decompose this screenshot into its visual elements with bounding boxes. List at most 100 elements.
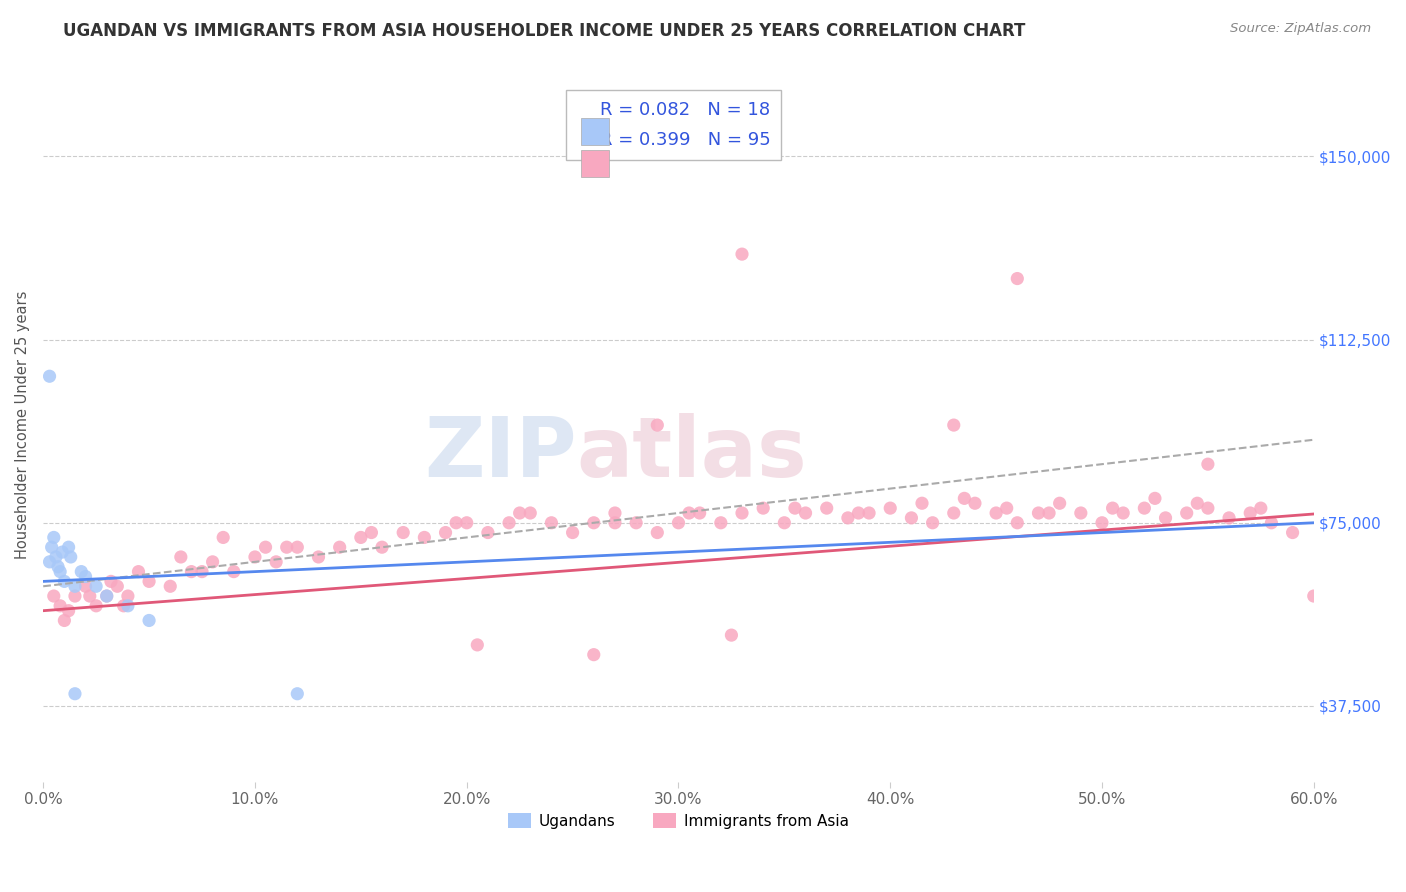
Text: Source: ZipAtlas.com: Source: ZipAtlas.com xyxy=(1230,22,1371,36)
Point xyxy=(689,506,711,520)
Point xyxy=(243,549,266,564)
Point xyxy=(79,589,101,603)
Point xyxy=(371,540,394,554)
Text: atlas: atlas xyxy=(576,413,807,494)
Point xyxy=(963,496,986,510)
Point xyxy=(212,531,235,545)
Point xyxy=(413,531,436,545)
Point xyxy=(58,540,80,554)
Point xyxy=(624,516,647,530)
Point xyxy=(720,628,742,642)
Point xyxy=(350,531,373,545)
Point xyxy=(264,555,287,569)
Point xyxy=(561,525,583,540)
Point xyxy=(879,501,901,516)
Point xyxy=(360,525,382,540)
Point xyxy=(329,540,352,554)
Point xyxy=(117,589,139,603)
Point xyxy=(498,516,520,530)
Point xyxy=(1239,506,1261,520)
FancyBboxPatch shape xyxy=(581,118,609,145)
Point xyxy=(1091,516,1114,530)
Point xyxy=(308,549,330,564)
Point xyxy=(1154,511,1177,525)
Point xyxy=(285,687,308,701)
Point xyxy=(100,574,122,589)
Point xyxy=(53,614,76,628)
Point xyxy=(170,549,193,564)
Point xyxy=(911,496,934,510)
Point xyxy=(191,565,214,579)
Point xyxy=(731,247,754,261)
Point xyxy=(222,565,245,579)
Point xyxy=(392,525,415,540)
Point xyxy=(1070,506,1092,520)
Point xyxy=(1302,589,1324,603)
Point xyxy=(731,506,754,520)
Point xyxy=(509,506,531,520)
Point xyxy=(921,516,943,530)
Point xyxy=(59,549,82,564)
Point xyxy=(1049,496,1071,510)
Point xyxy=(1038,506,1060,520)
Point xyxy=(75,569,97,583)
Point xyxy=(540,516,562,530)
Point xyxy=(794,506,817,520)
Point xyxy=(465,638,488,652)
Point xyxy=(1101,501,1123,516)
Point xyxy=(127,565,149,579)
Point xyxy=(63,579,86,593)
Point xyxy=(678,506,700,520)
Point xyxy=(582,648,605,662)
Point xyxy=(953,491,976,506)
Point xyxy=(444,516,467,530)
Point xyxy=(434,525,457,540)
Point xyxy=(42,531,65,545)
Point xyxy=(138,614,160,628)
Point xyxy=(900,511,922,525)
Point xyxy=(180,565,202,579)
Point xyxy=(456,516,478,530)
Point xyxy=(477,525,499,540)
Point xyxy=(254,540,277,554)
Point xyxy=(276,540,298,554)
Point xyxy=(159,579,181,593)
Point xyxy=(49,599,72,613)
Point xyxy=(710,516,733,530)
Point xyxy=(84,599,107,613)
Point xyxy=(1187,496,1209,510)
Point xyxy=(201,555,224,569)
Point xyxy=(42,589,65,603)
Point xyxy=(603,506,626,520)
Point xyxy=(942,506,965,520)
Point xyxy=(858,506,880,520)
Point xyxy=(84,579,107,593)
Point xyxy=(603,516,626,530)
Point xyxy=(995,501,1018,516)
Point xyxy=(53,574,76,589)
Point xyxy=(1028,506,1050,520)
Point xyxy=(1197,501,1219,516)
Point xyxy=(773,516,796,530)
Point xyxy=(1197,457,1219,471)
Point xyxy=(63,589,86,603)
Point xyxy=(837,511,859,525)
Point xyxy=(645,525,668,540)
Point xyxy=(112,599,135,613)
Point xyxy=(41,540,63,554)
Point xyxy=(49,565,72,579)
Point xyxy=(783,501,806,516)
Point xyxy=(138,574,160,589)
Point xyxy=(96,589,118,603)
Point xyxy=(45,549,67,564)
Point xyxy=(70,565,93,579)
Point xyxy=(668,516,690,530)
Point xyxy=(1175,506,1198,520)
Point xyxy=(105,579,128,593)
Point xyxy=(815,501,838,516)
Point xyxy=(984,506,1007,520)
Point xyxy=(46,559,69,574)
Point xyxy=(58,604,80,618)
Point xyxy=(63,687,86,701)
Point xyxy=(942,418,965,433)
